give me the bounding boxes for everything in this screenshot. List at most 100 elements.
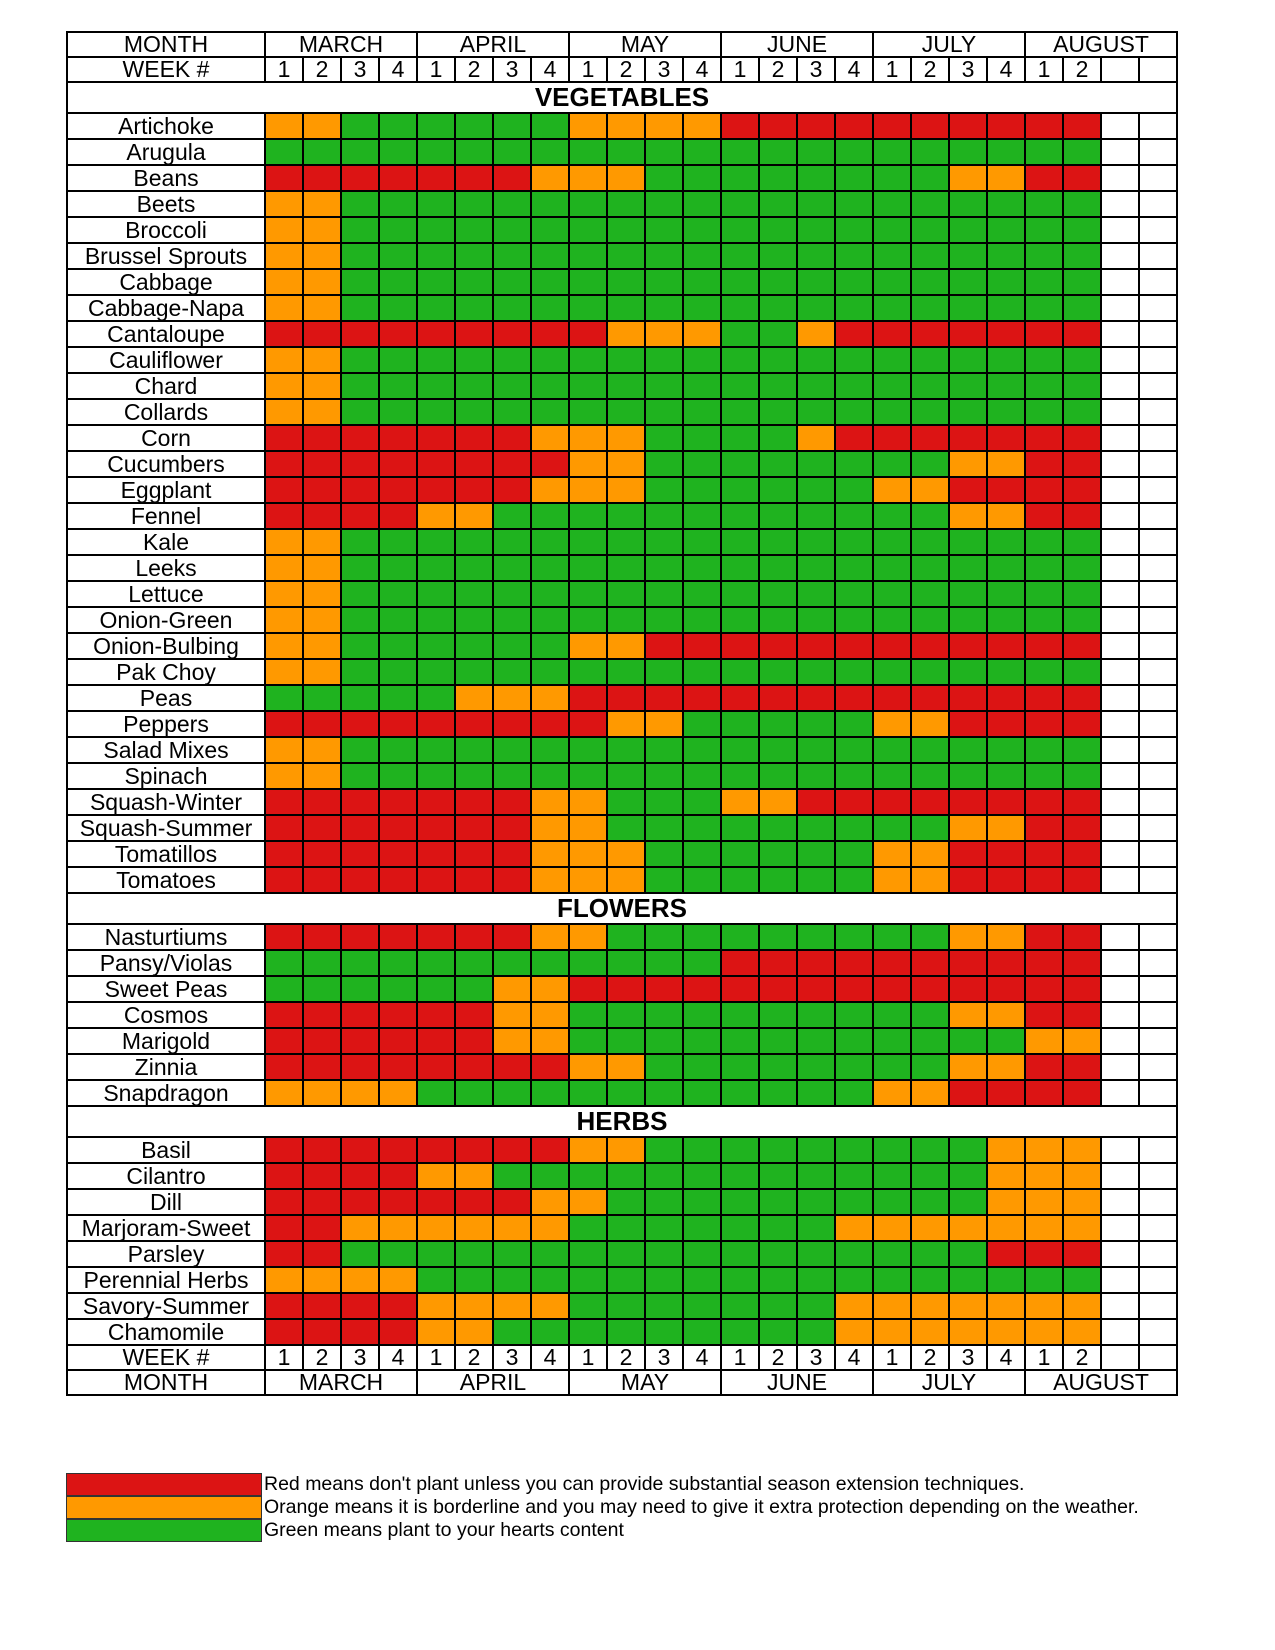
week-number: 3 <box>492 1344 532 1371</box>
planting-cell <box>720 398 760 426</box>
planting-cell <box>454 1188 494 1216</box>
planting-cell <box>606 528 646 556</box>
week-number: 1 <box>720 1344 760 1371</box>
planting-cell <box>720 1079 760 1107</box>
planting-cell <box>1024 320 1064 348</box>
planting-cell <box>416 1053 456 1081</box>
planting-cell <box>682 216 722 244</box>
planting-cell <box>720 346 760 374</box>
planting-cell <box>644 684 684 712</box>
planting-cell <box>1138 190 1178 218</box>
planting-cell <box>1138 424 1178 452</box>
planting-cell <box>986 424 1026 452</box>
planting-cell <box>530 372 570 400</box>
planting-cell <box>454 164 494 192</box>
planting-cell <box>1062 242 1102 270</box>
planting-cell <box>834 190 874 218</box>
planting-cell <box>378 294 418 322</box>
planting-cell <box>378 242 418 270</box>
planting-cell <box>796 1318 836 1346</box>
plant-row: Beans <box>66 164 1178 192</box>
plant-name: Snapdragon <box>66 1079 266 1107</box>
planting-cell <box>834 949 874 977</box>
plant-name: Tomatoes <box>66 866 266 894</box>
planting-cell <box>492 684 532 712</box>
planting-cell <box>340 450 380 478</box>
planting-cell <box>530 949 570 977</box>
planting-cell <box>910 1001 950 1029</box>
planting-cell <box>264 949 304 977</box>
planting-cell <box>910 1079 950 1107</box>
planting-cell <box>606 112 646 140</box>
planting-cell <box>910 1214 950 1242</box>
planting-cell <box>340 528 380 556</box>
planting-cell <box>492 606 532 634</box>
planting-cell <box>1138 242 1178 270</box>
planting-cell <box>834 424 874 452</box>
plant-row: Peppers <box>66 710 1178 738</box>
planting-cell <box>492 580 532 608</box>
planting-cell <box>758 736 798 764</box>
planting-cell <box>720 372 760 400</box>
planting-cell <box>568 1214 608 1242</box>
planting-cell <box>796 476 836 504</box>
planting-cell <box>530 606 570 634</box>
planting-cell <box>606 580 646 608</box>
planting-cell <box>644 1214 684 1242</box>
planting-cell <box>264 1027 304 1055</box>
planting-cell <box>758 1136 798 1164</box>
planting-cell <box>1024 1027 1064 1055</box>
planting-cell <box>454 424 494 452</box>
planting-cell <box>682 1292 722 1320</box>
planting-cell <box>1138 658 1178 686</box>
planting-cell <box>758 814 798 842</box>
planting-cell <box>302 923 342 951</box>
planting-cell <box>834 1079 874 1107</box>
planting-cell <box>1062 1001 1102 1029</box>
planting-cell <box>644 138 684 166</box>
planting-cell <box>1138 762 1178 790</box>
planting-cell <box>264 450 304 478</box>
planting-cell <box>834 138 874 166</box>
planting-cell <box>264 502 304 530</box>
planting-cell <box>340 294 380 322</box>
planting-cell <box>302 840 342 868</box>
planting-cell <box>910 1292 950 1320</box>
planting-cell <box>986 216 1026 244</box>
plant-row: Perennial Herbs <box>66 1266 1178 1294</box>
plant-name: Beets <box>66 190 266 218</box>
planting-cell <box>872 502 912 530</box>
planting-cell <box>1138 476 1178 504</box>
planting-cell <box>454 580 494 608</box>
planting-cell <box>682 1001 722 1029</box>
planting-cell <box>530 1188 570 1216</box>
planting-cell <box>986 580 1026 608</box>
planting-cell <box>834 632 874 660</box>
week-number: 2 <box>454 56 494 83</box>
planting-cell <box>416 1188 456 1216</box>
planting-cell <box>606 502 646 530</box>
plant-name: Cabbage <box>66 268 266 296</box>
planting-cell <box>1024 1214 1064 1242</box>
planting-cell <box>568 424 608 452</box>
planting-cell <box>758 190 798 218</box>
planting-cell <box>910 923 950 951</box>
planting-cell <box>872 190 912 218</box>
planting-cell <box>872 1292 912 1320</box>
planting-cell <box>492 398 532 426</box>
planting-cell <box>948 1162 988 1190</box>
plant-row: Tomatoes <box>66 866 1178 894</box>
planting-cell <box>378 476 418 504</box>
planting-cell <box>644 736 684 764</box>
planting-cell <box>948 1188 988 1216</box>
week-number: 2 <box>454 1344 494 1371</box>
planting-cell <box>454 190 494 218</box>
planting-cell <box>568 1001 608 1029</box>
planting-cell <box>340 216 380 244</box>
planting-cell <box>1138 528 1178 556</box>
planting-cell <box>530 398 570 426</box>
planting-cell <box>796 1053 836 1081</box>
planting-cell <box>834 1292 874 1320</box>
planting-cell <box>720 866 760 894</box>
planting-cell <box>606 398 646 426</box>
